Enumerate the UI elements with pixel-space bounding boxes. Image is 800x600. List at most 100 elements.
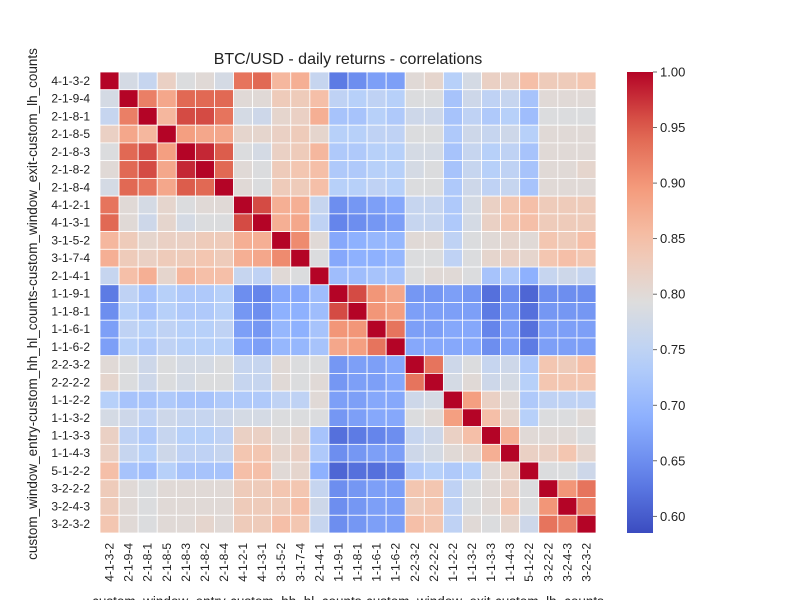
- y-tick-label: 1-1-6-1: [51, 322, 90, 336]
- heatmap-cell: [557, 89, 578, 108]
- heatmap-cell: [576, 266, 597, 286]
- heatmap-cell: [519, 284, 540, 303]
- heatmap-cell: [233, 497, 254, 516]
- y-tick-label: 3-2-3-2: [51, 517, 90, 531]
- heatmap-cell: [366, 426, 387, 445]
- heatmap-cell: [538, 443, 559, 463]
- x-tick-label: 1-1-8-1: [351, 543, 365, 582]
- heatmap-cell: [442, 319, 463, 339]
- heatmap-cell: [557, 266, 578, 286]
- x-tick-label: 1-1-9-1: [331, 543, 345, 582]
- y-tick-label: 3-1-5-2: [51, 233, 90, 247]
- heatmap-cell: [309, 284, 330, 303]
- heatmap-cell: [442, 497, 463, 516]
- heatmap-cell: [557, 408, 578, 428]
- heatmap-cell: [462, 124, 482, 144]
- heatmap-cell: [271, 319, 292, 339]
- heatmap-cell: [175, 231, 196, 250]
- heatmap-cell: [118, 71, 139, 91]
- heatmap-cell: [385, 71, 406, 91]
- heatmap-cell: [538, 89, 559, 108]
- heatmap-cell: [137, 479, 158, 498]
- heatmap-cell: [385, 479, 406, 498]
- heatmap-cell: [519, 355, 540, 374]
- heatmap-cell: [385, 142, 406, 162]
- heatmap-cell: [500, 355, 521, 374]
- heatmap-cell: [290, 124, 311, 144]
- heatmap-cell: [347, 231, 368, 250]
- heatmap-cell: [118, 284, 139, 303]
- x-tick-label: 2-1-8-5: [160, 543, 174, 582]
- heatmap-cell: [404, 284, 425, 303]
- heatmap-cell: [175, 284, 196, 303]
- heatmap-cell: [175, 177, 196, 197]
- heatmap-cell: [576, 337, 597, 357]
- heatmap-cell: [233, 461, 254, 481]
- heatmap-cell: [576, 302, 597, 321]
- heatmap-cell: [137, 177, 158, 197]
- heatmap-cell: [500, 497, 521, 516]
- heatmap-cell: [328, 390, 349, 410]
- heatmap-cell: [500, 408, 521, 428]
- heatmap-cell: [423, 107, 444, 126]
- y-tick-labels: 4-1-3-2 2-1-9-4 2-1-8-1 2-1-8-5 2-1-8-3 2-1-8…: [51, 74, 90, 531]
- heatmap-cell: [328, 373, 349, 392]
- heatmap-cell: [442, 302, 463, 321]
- heatmap-cell: [175, 390, 196, 410]
- heatmap-cell: [500, 142, 521, 162]
- heatmap-cell: [366, 514, 387, 534]
- x-tick-label: 3-1-5-2: [274, 543, 288, 582]
- heatmap-cell: [309, 266, 330, 286]
- heatmap-cell: [462, 231, 482, 250]
- x-tick-label: 3-2-3-2: [579, 543, 593, 582]
- heatmap-cell: [309, 514, 330, 534]
- heatmap-cell: [557, 302, 578, 321]
- heatmap-cell: [328, 71, 349, 91]
- heatmap-cell: [309, 355, 330, 374]
- heatmap-cell: [519, 213, 540, 232]
- heatmap-cell: [271, 302, 292, 321]
- heatmap-cell: [404, 177, 425, 197]
- heatmap-cell: [538, 337, 559, 357]
- y-tick-label: 2-1-8-2: [51, 163, 90, 177]
- heatmap-cell: [328, 89, 349, 108]
- heatmap-cell: [557, 231, 578, 250]
- heatmap-cell: [519, 337, 540, 357]
- heatmap-cell: [442, 124, 463, 144]
- heatmap-cell: [271, 390, 292, 410]
- x-tick-labels: 4-1-3-2 2-1-9-4 2-1-8-1 2-1-8-5 2-1-8-3 2-1-8…: [103, 543, 594, 582]
- heatmap-cell: [290, 373, 311, 392]
- heatmap-cell: [500, 71, 521, 91]
- heatmap-cell: [309, 71, 330, 91]
- heatmap-cell: [328, 195, 349, 215]
- heatmap-cell: [519, 195, 540, 215]
- heatmap-cell: [194, 124, 215, 144]
- heatmap-cell: [233, 266, 254, 286]
- heatmap-cell: [252, 390, 273, 410]
- heatmap-cell: [557, 355, 578, 374]
- heatmap-cell: [271, 71, 292, 91]
- heatmap-cell: [557, 497, 578, 516]
- heatmap-cell: [481, 231, 502, 250]
- heatmap-cell: [442, 231, 463, 250]
- heatmap-cell: [233, 177, 254, 197]
- heatmap-cell: [519, 373, 540, 392]
- heatmap-cell: [500, 319, 521, 339]
- heatmap-cell: [290, 284, 311, 303]
- heatmap-cell: [214, 461, 234, 481]
- heatmap-cell: [404, 479, 425, 498]
- y-tick-label: 2-2-3-2: [51, 358, 90, 372]
- heatmap-cell: [481, 461, 502, 481]
- heatmap-cell: [404, 248, 425, 268]
- heatmap-cell: [519, 408, 540, 428]
- colorbar-tick-label: 0.85: [660, 231, 685, 246]
- heatmap-cell: [442, 71, 463, 91]
- x-tick-label: 2-1-8-4: [217, 543, 231, 582]
- heatmap-cell: [290, 213, 311, 232]
- heatmap-cell: [576, 408, 597, 428]
- heatmap-cell: [252, 213, 273, 232]
- heatmap-cell: [252, 514, 273, 534]
- heatmap-cell: [557, 373, 578, 392]
- heatmap-cell: [423, 408, 444, 428]
- heatmap-cell: [194, 231, 215, 250]
